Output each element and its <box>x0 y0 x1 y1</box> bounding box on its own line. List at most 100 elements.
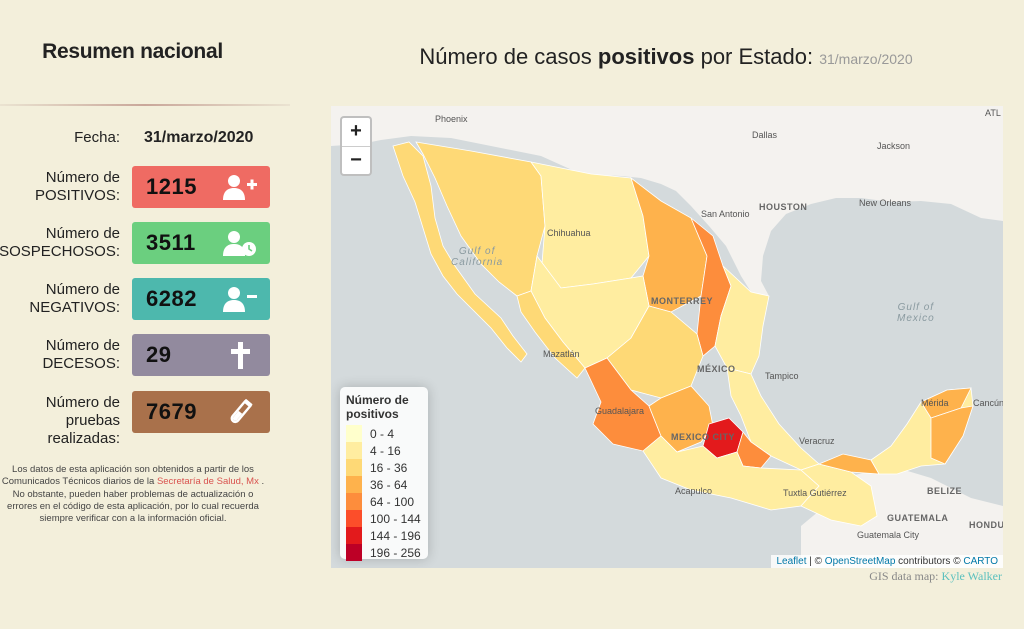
stat-label: Número de pruebas realizadas: <box>46 394 120 448</box>
label-guatemala: GUATEMALA <box>887 513 949 523</box>
label-jackson: Jackson <box>877 141 911 151</box>
attribution-text: | © <box>806 556 825 567</box>
label-atl: ATL <box>985 108 1001 118</box>
pruebas-box: 7679 <box>132 391 270 433</box>
stat-label-line: POSITIVOS: <box>34 187 120 204</box>
legend-label: 100 - 144 <box>370 511 421 526</box>
label-mexico-city: MEXICO CITY <box>671 432 736 442</box>
zoom-in-button[interactable]: + <box>350 120 362 142</box>
stat-label-line: pruebas <box>65 412 120 429</box>
state-quintana-roo[interactable] <box>930 405 974 465</box>
legend-swatch <box>346 459 362 476</box>
stat-label-line: Número de <box>45 281 120 298</box>
legend-label: 36 - 64 <box>370 477 408 492</box>
legend-item: 16 - 36 <box>346 459 422 476</box>
stat-label: Número de DECESOS: <box>42 337 120 373</box>
legend-item: 100 - 144 <box>346 510 422 527</box>
legend-title-line: Número de <box>346 393 409 407</box>
legend-item: 144 - 196 <box>346 527 422 544</box>
map-title: Número de casos positivos por Estado: 31… <box>330 44 1002 70</box>
label-tuxtla: Tuxtla Gutiérrez <box>783 488 847 498</box>
map-canvas[interactable] <box>331 106 1003 568</box>
fecha-value: 31/marzo/2020 <box>144 129 254 146</box>
state-veracruz[interactable] <box>726 367 820 471</box>
map-attribution: Leaflet | © OpenStreetMap contributors ©… <box>771 555 1003 568</box>
user-minus-icon <box>223 287 257 312</box>
stat-label: Número de POSITIVOS: <box>35 169 120 205</box>
label-gulf-mexico: Gulf of Mexico <box>897 302 935 324</box>
zoom-control: + − <box>340 116 372 176</box>
kyle-walker-link[interactable]: Kyle Walker <box>941 569 1002 583</box>
osm-link[interactable]: OpenStreetMap <box>824 556 896 567</box>
legend-swatch <box>346 510 362 527</box>
user-clock-icon <box>223 231 256 256</box>
stat-label-line: DECESOS: <box>42 355 120 372</box>
zoom-out-button[interactable]: − <box>342 146 370 174</box>
label-dallas: Dallas <box>752 130 778 140</box>
state-yucatan[interactable] <box>920 387 972 419</box>
legend-item: 196 - 256 <box>346 544 422 561</box>
legend-items: 0 - 4 4 - 16 16 - 36 36 - 64 64 - 100 100 - 1… <box>346 425 422 561</box>
attribution-text: contributors © <box>895 556 964 567</box>
test-tube-icon <box>230 399 253 424</box>
stat-label-line: Número de <box>45 394 120 411</box>
legend-swatch <box>346 544 362 561</box>
legend-item: 0 - 4 <box>346 425 422 442</box>
stat-label-line: Número de <box>45 225 120 242</box>
label-veracruz: Veracruz <box>799 436 835 446</box>
label-monterrey: MONTERREY <box>651 296 714 306</box>
disclaimer: Los datos de esta aplicación son obtenid… <box>0 464 266 525</box>
legend-swatch <box>346 527 362 544</box>
negativos-value: 6282 <box>146 286 197 311</box>
stat-label-line: SOSPECHOSOS: <box>0 243 120 260</box>
label-san-antonio: San Antonio <box>701 209 750 219</box>
user-plus-icon <box>223 175 257 200</box>
label-gulf-california: Gulf of California <box>451 246 503 268</box>
state-sinaloa[interactable] <box>516 290 586 379</box>
label-new-orleans: New Orleans <box>859 198 912 208</box>
label-belize: BELIZE <box>927 486 963 496</box>
label-phoenix: Phoenix <box>435 114 468 124</box>
label-houston: HOUSTON <box>759 202 808 212</box>
sea-label-line: Gulf of <box>458 246 496 257</box>
state-guerrero-oaxaca[interactable] <box>642 435 820 511</box>
stat-label-line: realizadas: <box>47 430 120 447</box>
map-title-date: 31/marzo/2020 <box>819 51 913 67</box>
label-guadalajara: Guadalajara <box>595 406 645 416</box>
legend-swatch <box>346 476 362 493</box>
legend-item: 36 - 64 <box>346 476 422 493</box>
label-merida: Mérida <box>921 398 949 408</box>
legend-label: 196 - 256 <box>370 545 421 560</box>
legend-swatch <box>346 425 362 442</box>
label-guatemala-city: Guatemala City <box>857 530 920 540</box>
state-san-luis-potosi[interactable] <box>606 305 704 399</box>
sospechosos-value: 3511 <box>146 230 196 255</box>
legend-label: 144 - 196 <box>370 528 421 543</box>
choropleth-map[interactable]: Phoenix Dallas Jackson ATL San Antonio H… <box>331 106 1003 568</box>
carto-link[interactable]: CARTO <box>963 556 998 567</box>
summary-panel: Resumen nacional Fecha: 31/marzo/2020 Nú… <box>0 0 290 629</box>
leaflet-link[interactable]: Leaflet <box>776 556 807 567</box>
legend-item: 64 - 100 <box>346 493 422 510</box>
decesos-box: 29 <box>132 334 270 376</box>
stat-label-line: Número de <box>45 337 120 354</box>
state-baja-california[interactable] <box>392 141 528 363</box>
divider <box>0 104 290 106</box>
gis-credit: GIS data map: Kyle Walker <box>869 569 1002 584</box>
positivos-box: 1215 <box>132 166 270 208</box>
stat-label: Número de NEGATIVOS: <box>29 281 120 317</box>
label-honduras: HONDU <box>969 520 1003 530</box>
legend-title-line: positivos <box>346 407 399 421</box>
secretaria-salud-link[interactable]: Secretaría de Salud, Mx <box>156 476 259 488</box>
label-acapulco: Acapulco <box>675 486 713 496</box>
label-cancun: Cancún <box>973 398 1003 408</box>
sea-label-line: Gulf of <box>897 302 935 313</box>
state-chihuahua[interactable] <box>530 161 650 289</box>
sea-label-line: Mexico <box>897 313 935 324</box>
disclaimer-text: . No obstante, pueden haber problemas de… <box>7 476 265 525</box>
disclaimer-text: Los datos de esta aplicación son obtenid… <box>1 464 254 488</box>
stat-label: Número de SOSPECHOSOS: <box>0 225 120 261</box>
positivos-value: 1215 <box>146 174 197 199</box>
legend-swatch <box>346 442 362 459</box>
sospechosos-box: 3511 <box>132 222 270 264</box>
